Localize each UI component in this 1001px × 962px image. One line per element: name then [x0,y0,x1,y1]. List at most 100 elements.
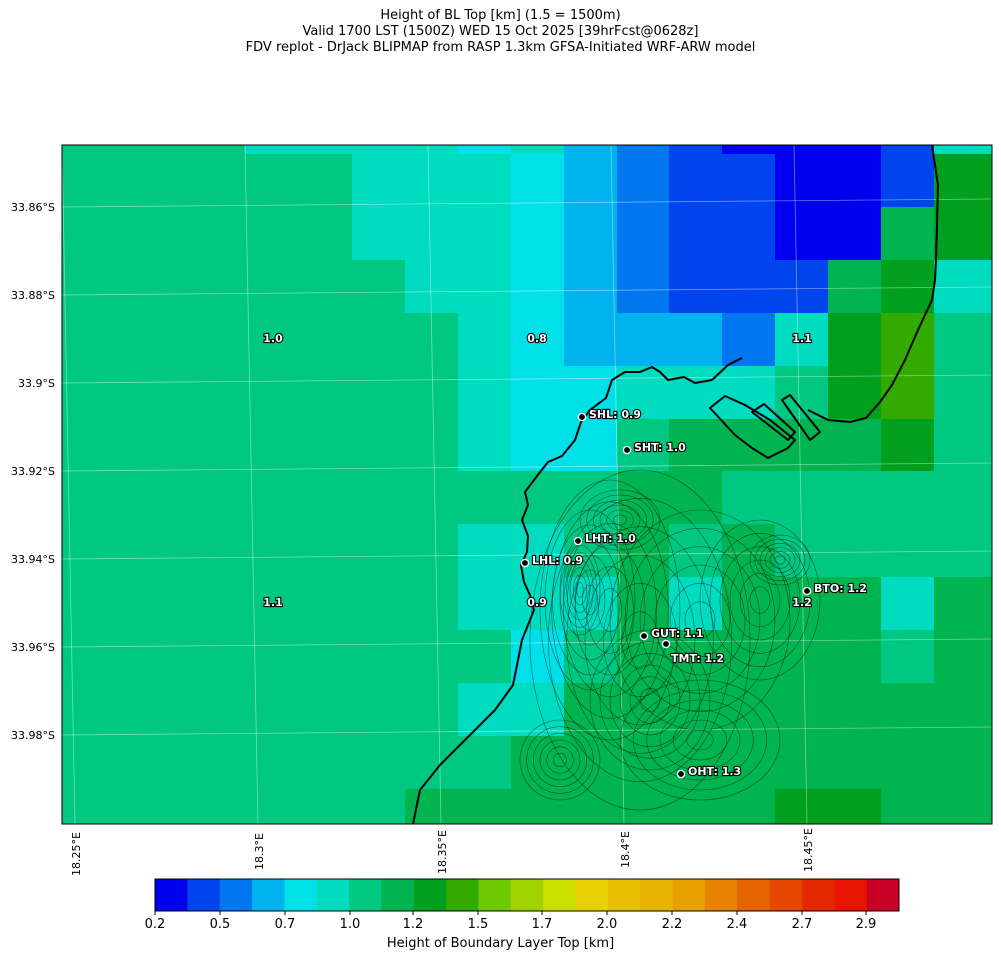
grid-cell [669,577,722,630]
grid-value-label: 0.8 [527,332,547,345]
grid-cell [458,789,511,824]
grid-cell [775,207,828,260]
lon-label: 18.3°E [253,833,266,870]
grid-cell [828,736,881,789]
station-label: LHT: 1.0 [585,532,636,545]
grid-cell [722,524,775,577]
terrain-contours [519,469,821,811]
grid-cell [617,145,669,154]
grid-cell [617,154,669,207]
terrain-contour [619,664,681,736]
terrain-contour [709,532,811,667]
grid-cell [617,471,669,524]
grid-cell [722,630,775,683]
graticule-latitude-line [61,726,993,736]
colorbar-swatch [446,879,479,911]
grid-cell [934,736,992,789]
station-label: BTO: 1.2 [814,582,867,595]
colorbar-swatch [381,879,415,911]
colorbar-swatch [155,879,188,911]
grid-cell [564,260,617,313]
colorbar-swatch [866,879,900,911]
grid-cell [775,260,828,313]
terrain-contour [759,542,801,577]
colorbar-tick-label: 1.2 [402,917,424,932]
grid-cell [511,260,564,313]
grid-cell [511,313,564,366]
graticule-longitude-line [61,144,76,825]
colorbar-tick-label: 1.5 [467,917,489,932]
terrain-contour [609,652,691,747]
grid-cell [405,789,458,824]
graticule-longitude-line [793,144,808,825]
grid-cell [881,577,934,630]
colorbar-swatch [316,879,350,911]
terrain-contour [547,497,732,782]
lat-label: 33.92°S [11,465,55,478]
grid-cell [828,145,881,154]
colorbar-swatch [575,879,609,911]
terrain-contour [599,504,641,536]
terrain-contour [686,729,714,751]
grid-cell [881,683,934,736]
grid-cell [617,683,669,736]
grid-cell [458,207,511,260]
grid-cell [511,736,564,789]
lat-label: 33.9°S [18,377,55,390]
colorbar-tick-label: 1.7 [531,917,553,932]
colorbar-swatch [252,879,285,911]
station-marker [802,586,812,596]
terrain-contour [559,544,601,636]
grid-cell [669,789,722,824]
grid-cell [934,145,992,154]
grid-cell [617,789,669,824]
lon-label: 18.25°E [70,832,83,876]
colorbar-frame [154,878,900,912]
grid-cell [881,207,934,260]
terrain-contour [659,709,741,771]
title-line-3: FDV replot - DrJack BLIPMAP from RASP 1.… [245,40,756,55]
colorbar-swatch [769,879,803,911]
grid-cell [617,366,669,419]
title-line-1: Height of BL Top [km] (1.5 = 1500m) [380,8,621,23]
grid-cell [669,154,722,207]
grid-cell [458,419,511,471]
grid-cell [617,577,669,630]
grid-cell [828,789,881,824]
colorbar-tick-label: 2.0 [596,917,618,932]
terrain-contour [749,586,771,614]
grid-cell [352,207,405,260]
coastline [412,144,939,825]
colorbar-swatch [510,879,544,911]
grid-cell [722,789,775,824]
grid-cell [458,683,511,736]
grid-cell [828,683,881,736]
terrain-contour [699,519,821,681]
lon-label: 18.35°E [436,830,449,874]
grid-cell [934,260,992,313]
colorbar-tick-label: 0.5 [209,917,231,932]
colorbar [154,878,900,915]
grid-cell [828,207,881,260]
terrain-contour [584,554,696,726]
terrain-contour [519,719,601,801]
grid-cell [881,789,934,824]
lon-label: 18.4°E [619,831,632,868]
colorbar-swatch [737,879,771,911]
graticule-latitude-line [61,638,993,648]
grid-cell [405,260,458,313]
colorbar-tick-label: 2.7 [791,917,813,932]
grid-cell [511,789,564,824]
grid-cell [722,683,775,736]
colorbar-swatch [284,879,318,911]
grid-cell [934,789,992,824]
colorbar-swatch [187,879,221,911]
terrain-contour [669,582,731,657]
grid-cell [564,789,617,824]
grid-cell [722,154,775,207]
grid-cell [511,154,564,207]
grid-cell [881,313,934,366]
lat-label: 33.98°S [11,729,55,742]
grid-cell [722,366,775,419]
